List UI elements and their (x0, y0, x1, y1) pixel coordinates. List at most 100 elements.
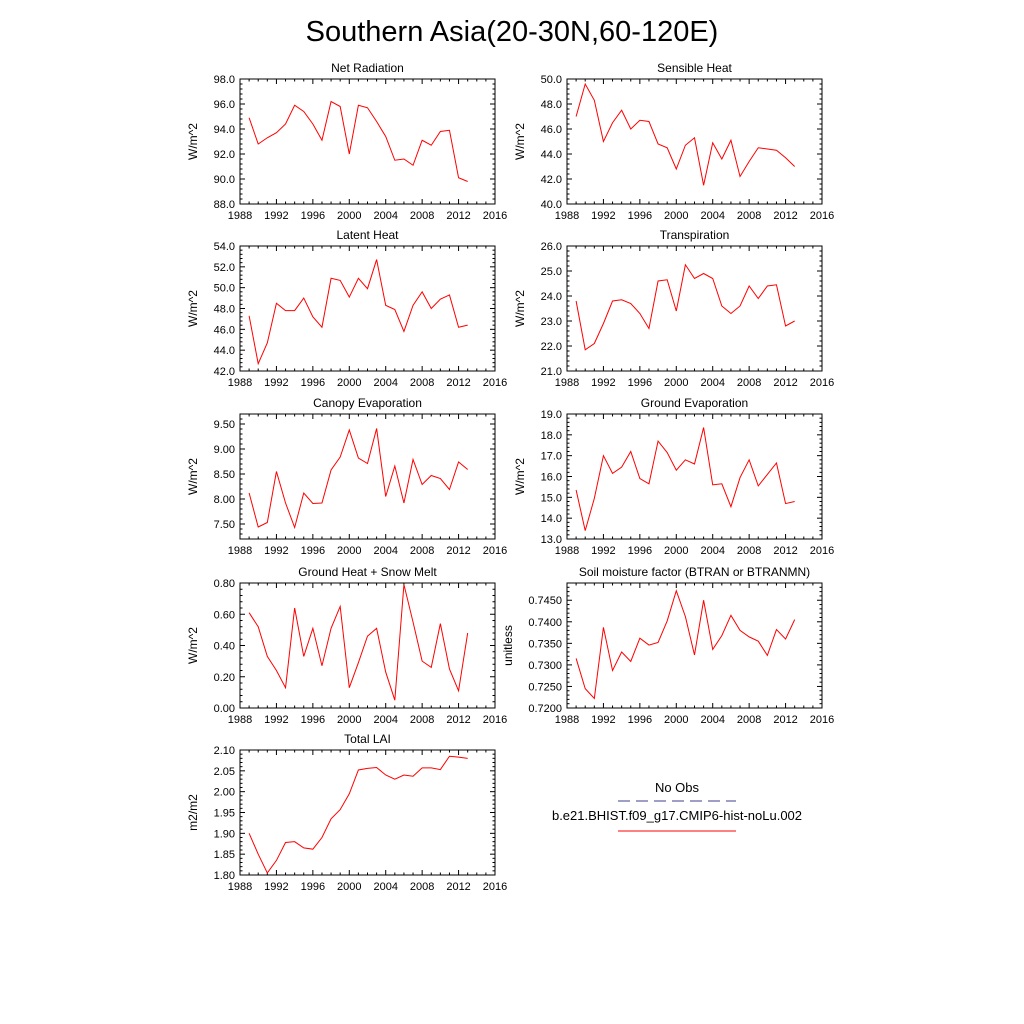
y-tick-label: 88.0 (214, 199, 235, 211)
x-tick-label: 1992 (264, 881, 288, 893)
legend-obs-label: No Obs (655, 780, 700, 795)
x-tick-label: 2016 (483, 210, 507, 222)
series-line-model (575, 263, 795, 351)
plot-frame (566, 245, 823, 372)
y-tick-label: 13.0 (541, 534, 562, 546)
y-tick-label: 16.0 (541, 472, 562, 484)
y-tick-label: 44.0 (541, 149, 562, 161)
x-tick-label: 2016 (810, 545, 834, 557)
y-tick-label: 0.7350 (528, 638, 562, 650)
panel-soil-moisture-factor-btran-or-btranmn: Soil moisture factor (BTRAN or BTRANMN) 1… (501, 565, 834, 726)
x-tick-label: 2004 (700, 545, 724, 557)
panel-total-lai: Total LAI 1988 1992 1996 2000 2004 2008 2012 201… (186, 732, 507, 893)
y-tick-label: 15.0 (541, 492, 562, 504)
panel-title: Soil moisture factor (BTRAN or BTRANMN) (579, 565, 810, 579)
y-tick-label: 46.0 (541, 124, 562, 136)
panel-canopy-evaporation: Canopy Evaporation 1988 1992 1996 2000 2004 20… (186, 396, 507, 557)
x-tick-label: 1992 (264, 210, 288, 222)
x-tick-label: 2012 (773, 714, 797, 726)
panel-sensible-heat: Sensible Heat 1988 1992 1996 2000 2004 2008 201… (513, 61, 834, 222)
y-tick-label: 54.0 (214, 241, 235, 253)
y-tick-label: 42.0 (541, 174, 562, 186)
x-tick-label: 1988 (228, 377, 252, 389)
legend: No Obs b.e21.BHIST.f09_g17.CMIP6-hist-no… (552, 780, 802, 832)
y-tick-label: 48.0 (541, 99, 562, 111)
x-tick-label: 1996 (628, 210, 652, 222)
y-axis-label: W/m^2 (513, 458, 527, 495)
plot-frame (239, 78, 496, 205)
x-tick-label: 2008 (737, 714, 761, 726)
y-tick-label: 52.0 (214, 262, 235, 274)
y-tick-label: 96.0 (214, 99, 235, 111)
x-tick-label: 2004 (373, 545, 397, 557)
y-tick-label: 44.0 (214, 345, 235, 357)
x-tick-label: 1988 (228, 714, 252, 726)
x-tick-label: 1992 (591, 545, 615, 557)
series-line-model (575, 427, 795, 531)
y-tick-label: 1.85 (214, 849, 235, 861)
x-tick-label: 2012 (446, 881, 470, 893)
y-axis-label: W/m^2 (186, 123, 200, 160)
legend-model-label: b.e21.BHIST.f09_g17.CMIP6-hist-noLu.002 (552, 808, 802, 823)
panel-title: Ground Evaporation (641, 396, 748, 410)
x-tick-label: 1996 (301, 714, 325, 726)
x-tick-label: 2008 (410, 545, 434, 557)
y-tick-label: 0.00 (214, 703, 235, 715)
y-tick-label: 42.0 (214, 366, 235, 378)
x-tick-label: 1992 (591, 377, 615, 389)
plot-frame (239, 245, 496, 372)
panel-title: Sensible Heat (657, 61, 732, 75)
y-tick-label: 0.80 (214, 578, 235, 590)
x-tick-label: 1996 (301, 210, 325, 222)
x-tick-label: 1992 (264, 545, 288, 557)
x-tick-label: 1988 (555, 714, 579, 726)
x-tick-label: 2016 (483, 714, 507, 726)
y-tick-label: 9.00 (214, 444, 235, 456)
plot-frame (566, 78, 823, 205)
y-axis-label: W/m^2 (186, 627, 200, 664)
x-tick-label: 1988 (228, 545, 252, 557)
x-tick-label: 2000 (664, 377, 688, 389)
y-tick-label: 2.10 (214, 745, 235, 757)
plot-frame (566, 582, 823, 709)
y-tick-label: 0.7300 (528, 660, 562, 672)
x-tick-label: 2012 (446, 377, 470, 389)
panel-latent-heat: Latent Heat 1988 1992 1996 2000 2004 2008 2012 2… (186, 228, 507, 389)
x-tick-label: 2008 (410, 210, 434, 222)
y-tick-label: 0.7250 (528, 681, 562, 693)
y-tick-label: 22.0 (541, 341, 562, 353)
x-tick-label: 2000 (337, 545, 361, 557)
plot-frame (239, 582, 496, 709)
x-tick-label: 2016 (483, 545, 507, 557)
x-tick-label: 2004 (373, 377, 397, 389)
series-line-model (575, 589, 796, 700)
y-tick-label: 0.40 (214, 641, 235, 653)
figure-title: Southern Asia(20-30N,60-120E) (306, 16, 719, 48)
x-tick-label: 1988 (555, 377, 579, 389)
y-tick-label: 23.0 (541, 316, 562, 328)
y-tick-label: 17.0 (541, 451, 562, 463)
y-tick-label: 48.0 (214, 304, 235, 316)
x-tick-label: 1992 (264, 714, 288, 726)
x-tick-label: 2004 (373, 210, 397, 222)
y-axis-label: W/m^2 (513, 123, 527, 160)
x-tick-label: 2008 (410, 714, 434, 726)
x-tick-label: 2004 (373, 714, 397, 726)
series-line-model (575, 82, 796, 186)
x-tick-label: 2016 (483, 881, 507, 893)
y-tick-label: 24.0 (541, 291, 562, 303)
panels: Net Radiation 1988 1992 1996 2000 2004 2008 201… (186, 61, 834, 893)
x-tick-label: 2000 (664, 210, 688, 222)
y-tick-label: 0.7200 (528, 703, 562, 715)
y-tick-label: 18.0 (541, 430, 562, 442)
x-tick-label: 2012 (446, 714, 470, 726)
x-tick-label: 2012 (773, 377, 797, 389)
y-tick-label: 8.50 (214, 469, 235, 481)
x-tick-label: 2004 (373, 881, 397, 893)
y-axis-label: unitless (501, 625, 515, 666)
x-tick-label: 1996 (628, 714, 652, 726)
x-tick-label: 2008 (410, 377, 434, 389)
x-tick-label: 2016 (483, 377, 507, 389)
x-tick-label: 2016 (810, 714, 834, 726)
y-axis-label: m2/m2 (186, 794, 200, 831)
